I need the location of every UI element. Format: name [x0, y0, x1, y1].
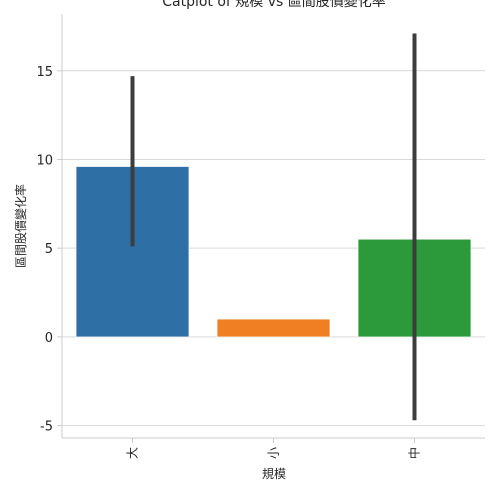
- y-tick-label: 15: [36, 65, 53, 80]
- x-tick-label: 小: [267, 447, 281, 459]
- y-tick-label: 0: [45, 331, 53, 346]
- y-tick-label: 10: [36, 153, 53, 168]
- y-axis-label: 區間股價變化率: [13, 184, 28, 268]
- x-axis-label: 規模: [262, 466, 286, 481]
- bar: [216, 318, 331, 338]
- y-axis-ticks: -5 0 5 10 15: [36, 65, 62, 435]
- y-tick-label: -5: [40, 420, 53, 435]
- x-tick-label: 中: [407, 447, 422, 459]
- bars: [75, 166, 472, 338]
- x-axis-ticks: 大小中: [126, 438, 422, 459]
- x-tick-label: 大: [126, 447, 140, 459]
- y-tick-label: 5: [45, 242, 53, 257]
- error-bars: [130, 33, 417, 421]
- chart-title: Catplot of 規模 vs 區間股價變化率: [162, 0, 386, 10]
